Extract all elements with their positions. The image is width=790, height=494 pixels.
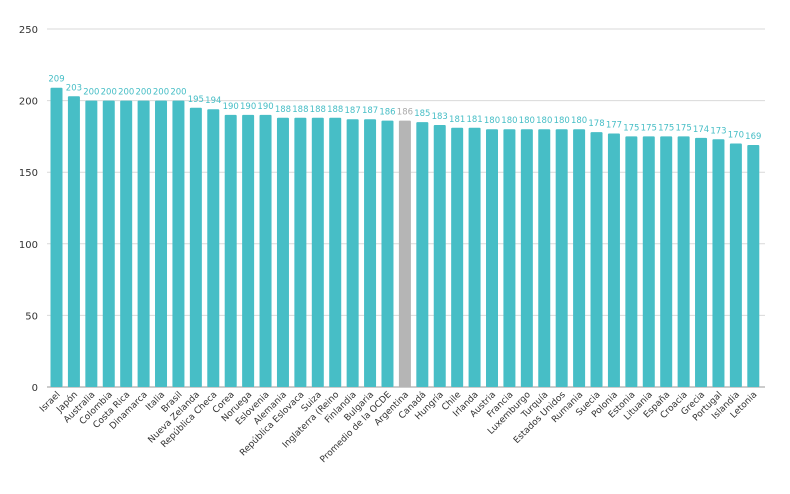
data-label: 187: [362, 106, 378, 116]
bar: [642, 136, 655, 387]
bar: [276, 117, 289, 387]
bar: [486, 129, 498, 388]
data-label: 180: [501, 116, 517, 126]
bar: [398, 120, 411, 387]
bar: [207, 109, 220, 387]
data-label: 186: [379, 108, 395, 118]
data-label: 177: [606, 121, 622, 131]
data-label: 188: [327, 105, 343, 115]
bar: [242, 114, 255, 388]
bar: [329, 117, 342, 387]
data-label: 175: [623, 123, 639, 133]
bar: [67, 96, 80, 387]
bar: [538, 129, 551, 388]
data-label: 185: [414, 109, 430, 119]
data-label: 188: [275, 105, 291, 115]
data-label: 170: [728, 131, 744, 141]
data-label: 181: [449, 115, 465, 125]
bar: [155, 100, 168, 387]
bar: [311, 117, 324, 387]
data-label: 187: [345, 106, 361, 116]
bar: [102, 100, 115, 387]
data-label: 169: [745, 132, 761, 142]
bar: [50, 87, 63, 387]
data-label: 209: [48, 75, 64, 85]
bar: [259, 114, 272, 388]
bar: [520, 129, 533, 388]
bar: [712, 139, 725, 387]
data-label: 194: [205, 96, 221, 106]
data-label: 173: [710, 126, 726, 136]
bar: [381, 120, 394, 387]
bar: [607, 133, 620, 387]
bar: [416, 122, 429, 387]
bar: [224, 114, 237, 388]
data-label: 175: [641, 123, 657, 133]
data-label: 200: [170, 88, 186, 98]
bar: [660, 136, 673, 387]
y-tick-label: 200: [19, 97, 38, 108]
data-label: 186: [397, 108, 413, 118]
data-label: 174: [693, 125, 709, 135]
data-label: 200: [101, 88, 117, 98]
data-label: 200: [118, 88, 134, 98]
bar: [346, 119, 359, 387]
data-label: 178: [588, 119, 604, 129]
bar: [468, 127, 481, 388]
data-label: 200: [135, 88, 151, 98]
bar: [120, 100, 133, 387]
y-tick-label: 100: [19, 240, 38, 251]
bar: [294, 117, 307, 387]
data-label: 175: [676, 123, 692, 133]
data-label: 183: [432, 112, 448, 122]
data-label: 180: [536, 116, 552, 126]
data-label: 200: [83, 88, 99, 98]
y-tick-label: 0: [32, 383, 38, 394]
data-label: 180: [554, 116, 570, 126]
y-tick-label: 50: [25, 311, 38, 322]
bar: [677, 136, 690, 387]
data-label: 195: [188, 95, 204, 105]
y-tick-label: 250: [19, 25, 38, 36]
y-tick-label: 150: [19, 168, 38, 179]
bar: [137, 100, 150, 387]
data-label: 190: [223, 102, 239, 112]
bar: [172, 100, 185, 387]
bar: [573, 129, 586, 388]
bar: [695, 137, 708, 387]
data-label: 180: [571, 116, 587, 126]
data-label: 188: [292, 105, 308, 115]
data-label: 190: [240, 102, 256, 112]
data-label: 181: [466, 115, 482, 125]
bar: [747, 144, 760, 387]
bar: [625, 136, 638, 387]
bar: [590, 132, 603, 387]
data-label: 200: [153, 88, 169, 98]
bar: [555, 129, 568, 388]
data-label: 203: [66, 83, 82, 93]
data-label: 180: [519, 116, 535, 126]
bar: [433, 124, 446, 387]
bar: [189, 107, 202, 387]
bar: [364, 119, 377, 387]
data-label: 190: [257, 102, 273, 112]
bar: [729, 143, 742, 387]
data-label: 175: [658, 123, 674, 133]
bar: [451, 127, 464, 388]
bar: [85, 100, 98, 387]
bar: [503, 129, 516, 388]
data-label: 180: [484, 116, 500, 126]
data-label: 188: [310, 105, 326, 115]
